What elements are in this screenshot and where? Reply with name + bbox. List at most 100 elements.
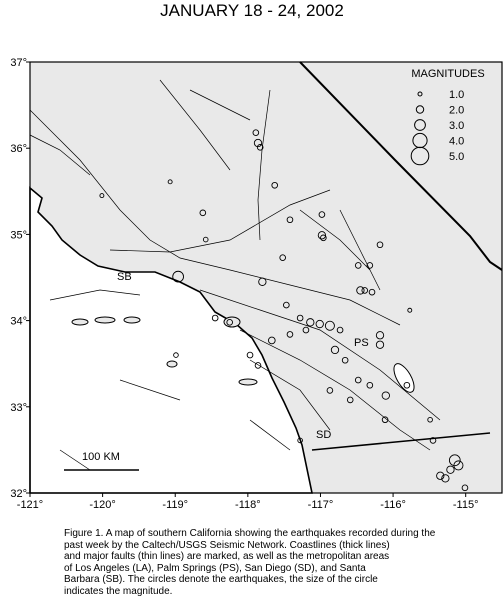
caption: Figure 1. A map of southern California s… (64, 528, 500, 597)
earthquake (167, 179, 173, 185)
y-tick-label: 35° (10, 229, 27, 241)
earthquake (271, 181, 279, 189)
x-tick-label: -121° (17, 499, 43, 511)
earthquake (246, 351, 254, 359)
island (166, 360, 178, 368)
earthquakes (99, 129, 469, 492)
earthquake (211, 314, 219, 322)
legend: 1.0 2.0 3.0 4.0 5.0 (410, 89, 464, 166)
x-tick-label: -116° (380, 499, 406, 511)
island (94, 316, 116, 324)
state-border (299, 61, 503, 271)
island (123, 316, 141, 324)
earthquake (429, 437, 437, 444)
earthquake (427, 416, 433, 423)
legend-symbol (410, 146, 430, 166)
mexico-border (311, 432, 491, 451)
earthquake (368, 288, 376, 296)
earthquake (317, 231, 327, 240)
x-tick-label: -120° (89, 499, 115, 511)
scale-label: 100 KM (82, 451, 120, 463)
earthquake (286, 216, 294, 224)
earthquake (407, 307, 413, 313)
earthquake (296, 314, 304, 322)
y-tick-label: 36° (10, 143, 27, 155)
x-tick-label: -117° (308, 499, 334, 511)
caption-line: indicates the magnitude. (64, 585, 173, 597)
x-tick-label: -119° (162, 499, 188, 511)
place-label: SD (316, 429, 331, 441)
place-label: PS (354, 337, 369, 349)
place-label: SB (117, 271, 132, 283)
earthquake (461, 484, 469, 492)
faults (29, 79, 441, 471)
legend-title: MAGNITUDES (411, 68, 484, 80)
earthquake (286, 331, 294, 338)
earthquake (375, 340, 385, 349)
axes: -121° -120° -119° -118° -117° -116° -115° 32° 33… (10, 57, 478, 511)
island (71, 318, 89, 326)
caption-line: of Los Angeles (LA), Palm Springs (PS), … (64, 562, 366, 574)
legend-label: 1.0 (449, 89, 464, 101)
title: JANUARY 18 - 24, 2002 (160, 1, 344, 20)
earthquake (376, 241, 384, 249)
earthquake (226, 319, 233, 326)
earthquake (354, 376, 362, 384)
earthquake (324, 320, 335, 331)
island (223, 316, 241, 328)
earthquake (254, 362, 262, 369)
legend-symbol (414, 119, 426, 131)
ocean-coastline (29, 186, 313, 494)
earthquake (361, 287, 369, 294)
earthquake (302, 326, 310, 334)
earthquake (172, 270, 184, 283)
earthquake (366, 262, 374, 269)
earthquake (453, 460, 464, 471)
earthquake (448, 454, 461, 467)
earthquake (403, 381, 411, 389)
x-tick-label: -118° (235, 499, 261, 511)
earthquake (256, 144, 264, 151)
earthquake (267, 336, 276, 345)
y-tick-label: 33° (10, 402, 27, 414)
basemap (29, 61, 503, 494)
x-tick-label: -115° (453, 499, 479, 511)
island (238, 378, 258, 386)
caption-line: Barbara (SB). The circles denote the ear… (64, 574, 378, 585)
caption-line: Figure 1. A map of southern California s… (64, 528, 436, 539)
earthquake (279, 254, 287, 261)
legend-label: 3.0 (449, 120, 464, 132)
caption-line: and major faults (thin lines) are marked… (64, 551, 390, 562)
earthquake (441, 474, 450, 483)
earthquake (99, 193, 105, 199)
earthquake (297, 437, 303, 444)
legend-label: 2.0 (449, 105, 464, 117)
earthquake (446, 465, 455, 474)
earthquake (320, 234, 327, 242)
earthquake (199, 209, 207, 217)
legend-symbol (417, 91, 423, 97)
frame (29, 61, 503, 494)
earthquake (381, 416, 389, 424)
legend-label: 5.0 (449, 151, 464, 163)
earthquake (366, 381, 374, 389)
earthquake (346, 396, 354, 404)
legend-symbol (415, 105, 425, 114)
y-tick-label: 37° (10, 57, 27, 69)
earthquake (253, 138, 263, 148)
earthquake (258, 277, 267, 286)
earthquake (326, 387, 334, 394)
caption-line: past week by the Caltech/USGS Seismic Ne… (64, 539, 390, 551)
earthquake (202, 236, 209, 243)
y-tick-label: 32° (10, 488, 27, 500)
earthquake (315, 319, 324, 329)
earthquake (341, 356, 349, 364)
map-figure: JANUARY 18 - 24, 2002 (10, 1, 503, 511)
earthquake (330, 345, 340, 355)
salton-sea (393, 363, 415, 393)
earthquake (173, 352, 179, 358)
legend-label: 4.0 (449, 136, 464, 148)
earthquake (381, 391, 390, 400)
earthquake (283, 301, 290, 309)
earthquake (306, 318, 315, 327)
